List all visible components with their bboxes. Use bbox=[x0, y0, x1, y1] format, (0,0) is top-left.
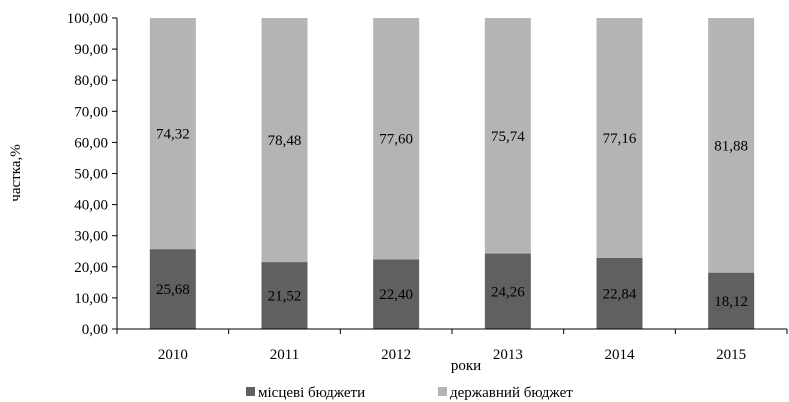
data-label: 22,84 bbox=[603, 286, 637, 302]
data-labels-layer: 25,68 74,32 21,52 78,48 22,40 77,60 24,26 75,74… bbox=[156, 127, 748, 310]
x-tick-label: 2015 bbox=[716, 347, 746, 363]
x-tick-label: 2010 bbox=[158, 347, 188, 363]
bar-segment bbox=[373, 259, 420, 329]
y-tick-label: 10,00 bbox=[74, 291, 108, 307]
y-tick-label: 90,00 bbox=[74, 42, 108, 58]
legend-label-state: державний бюджет bbox=[450, 385, 573, 401]
bar-segment bbox=[596, 18, 643, 258]
bar-segment bbox=[484, 253, 531, 329]
bar-segment bbox=[373, 18, 420, 260]
x-ticks-layer: 2010 2011 2012 2013 2014 2015 bbox=[116, 329, 788, 363]
y-tick-label: 100,00 bbox=[67, 11, 108, 27]
y-tick-label: 50,00 bbox=[74, 167, 108, 183]
bar-segment bbox=[149, 18, 196, 250]
x-tick-label: 2014 bbox=[605, 347, 636, 363]
data-label: 78,48 bbox=[268, 133, 302, 149]
bar-segment bbox=[708, 18, 755, 273]
data-label: 81,88 bbox=[714, 138, 748, 154]
data-label: 24,26 bbox=[491, 284, 525, 300]
y-tick-label: 60,00 bbox=[74, 135, 108, 151]
y-ticks-layer: 0,00 10,00 20,00 30,00 40,00 50,00 60,00 70,00 8… bbox=[67, 11, 117, 338]
y-tick-label: 30,00 bbox=[74, 229, 108, 245]
y-tick-label: 40,00 bbox=[74, 198, 108, 214]
x-tick-label: 2012 bbox=[381, 347, 411, 363]
data-label: 74,32 bbox=[156, 127, 190, 143]
x-tick-label: 2011 bbox=[270, 347, 299, 363]
data-label: 25,68 bbox=[156, 282, 190, 298]
data-label: 77,16 bbox=[603, 131, 637, 147]
data-label: 21,52 bbox=[268, 289, 302, 305]
x-tick-label: 2013 bbox=[493, 347, 523, 363]
data-label: 77,60 bbox=[379, 132, 413, 148]
y-tick-label: 70,00 bbox=[74, 104, 108, 120]
legend-swatch-state bbox=[438, 387, 447, 396]
bars-layer bbox=[149, 18, 755, 329]
data-label: 75,74 bbox=[491, 129, 525, 145]
bar-segment bbox=[596, 257, 643, 329]
legend: місцеві бюджети державний бюджет bbox=[246, 385, 573, 401]
x-axis-title: роки bbox=[451, 358, 481, 374]
axes-layer bbox=[116, 18, 787, 330]
bar-segment bbox=[149, 249, 196, 329]
y-tick-label: 20,00 bbox=[74, 260, 108, 276]
data-label: 22,40 bbox=[379, 287, 413, 303]
y-axis-title: частка,% bbox=[8, 144, 24, 201]
bar-segment bbox=[261, 18, 308, 263]
legend-label-local: місцеві бюджети bbox=[258, 385, 365, 401]
data-label: 18,12 bbox=[714, 294, 748, 310]
y-tick-label: 0,00 bbox=[82, 322, 108, 338]
bar-segment bbox=[484, 18, 531, 254]
bar-segment bbox=[708, 272, 755, 329]
bar-segment bbox=[261, 262, 308, 329]
legend-swatch-local bbox=[246, 387, 255, 396]
y-tick-label: 80,00 bbox=[74, 73, 108, 89]
